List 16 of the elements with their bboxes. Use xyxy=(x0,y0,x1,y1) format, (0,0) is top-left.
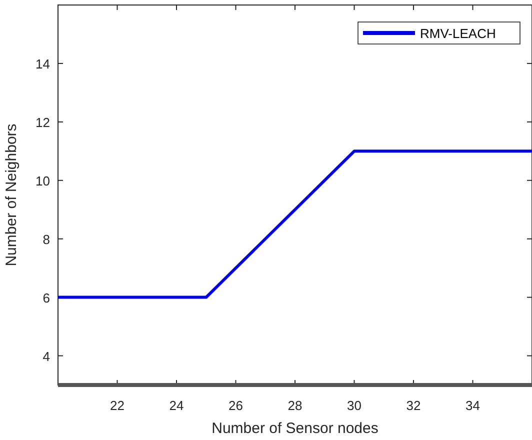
legend-label: RMV-LEACH xyxy=(420,26,496,41)
x-tick-label: 28 xyxy=(288,398,302,413)
x-tick-label: 22 xyxy=(110,398,124,413)
x-axis-title: Number of Sensor nodes xyxy=(212,420,378,437)
x-tick-label: 30 xyxy=(347,398,362,413)
y-tick-label: 8 xyxy=(42,232,50,247)
y-axis-title: Number of Neighbors xyxy=(3,124,20,266)
y-tick-label: 4 xyxy=(42,348,50,364)
y-tick-label: 6 xyxy=(42,290,50,306)
y-tick-label: 12 xyxy=(36,114,50,130)
x-tick-label: 26 xyxy=(228,398,243,413)
x-tick-label: 24 xyxy=(169,398,184,413)
x-tick-label: 32 xyxy=(406,398,421,413)
x-tick-label: 34 xyxy=(466,398,480,413)
y-tick-label: 14 xyxy=(36,56,50,72)
y-tick-label: 10 xyxy=(36,173,50,188)
